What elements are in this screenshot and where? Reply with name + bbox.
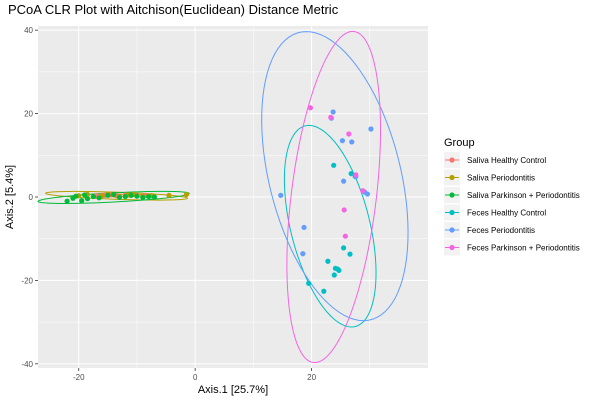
legend-item-feces-parkinson-periodontitis: Feces Parkinson + Periodontitis	[444, 239, 580, 256]
legend-label: Feces Healthy Control	[467, 209, 546, 218]
point-feces-periodontitis	[278, 192, 284, 198]
point-saliva-parkinson-periodontitis	[73, 193, 79, 199]
point-saliva-parkinson-periodontitis	[122, 193, 128, 200]
y-tick-label: -40	[21, 360, 33, 369]
legend-item-feces-periodontitis: Feces Periodontitis	[444, 222, 535, 238]
point-saliva-parkinson-periodontitis	[84, 196, 91, 202]
point-feces-parkinson-periodontitis	[360, 188, 366, 194]
x-axis-ticks: -20 0 20	[73, 368, 317, 382]
legend-key-point	[449, 174, 455, 181]
legend-key-point	[449, 192, 455, 198]
legend-label: Feces Periodontitis	[467, 226, 535, 235]
legend-label: Saliva Periodontitis	[467, 174, 535, 183]
point-feces-parkinson-periodontitis	[342, 233, 348, 239]
legend-key-point	[449, 157, 455, 163]
legend-key-point	[449, 244, 455, 251]
point-feces-periodontitis	[300, 251, 306, 257]
point-feces-periodontitis	[340, 178, 347, 184]
y-tick-label: 40	[24, 26, 33, 35]
point-feces-healthy-control	[325, 258, 331, 264]
point-feces-healthy-control	[336, 267, 342, 274]
legend-item-saliva-periodontitis: Saliva Periodontitis	[444, 169, 535, 186]
point-feces-periodontitis	[301, 224, 307, 231]
ellipse-feces-parkinson-periodontitis	[286, 30, 382, 364]
point-feces-periodontitis	[364, 191, 371, 197]
y-tick-label: -20	[21, 276, 33, 285]
point-saliva-parkinson-periodontitis	[145, 193, 152, 200]
y-axis-title: Axis.2 [5.4%]	[4, 165, 16, 229]
point-saliva-parkinson-periodontitis	[96, 195, 102, 201]
point-saliva-parkinson-periodontitis	[151, 194, 158, 200]
x-tick-label: -20	[73, 373, 85, 382]
y-tick-label: 20	[24, 110, 33, 119]
point-feces-healthy-control	[348, 171, 354, 177]
point-feces-healthy-control	[306, 280, 312, 286]
legend-item-feces-healthy-control: Feces Healthy Control	[444, 204, 546, 221]
legend-key-point	[449, 209, 455, 216]
point-feces-periodontitis	[339, 138, 346, 144]
point-feces-parkinson-periodontitis	[328, 114, 334, 120]
ellipse-feces-periodontitis	[261, 31, 409, 322]
x-tick-label: 0	[193, 373, 198, 382]
point-saliva-parkinson-periodontitis	[140, 194, 146, 201]
point-saliva-periodontitis	[166, 192, 172, 198]
ellipse-saliva-parkinson-periodontitis	[37, 190, 190, 204]
legend-label: Feces Parkinson + Periodontitis	[467, 244, 580, 253]
data-points	[64, 105, 374, 294]
point-feces-healthy-control	[331, 272, 337, 278]
chart-title: PCoA CLR Plot with Aitchison(Euclidean) …	[8, 2, 339, 17]
legend-item-saliva-healthy-control: Saliva Healthy Control	[444, 152, 546, 168]
legend-title: Group	[444, 137, 475, 149]
x-axis-title: Axis.1 [25.7%]	[198, 384, 268, 396]
point-feces-healthy-control	[321, 288, 327, 294]
point-feces-periodontitis	[368, 126, 374, 132]
y-axis-ticks: -40 -20 0 20 40	[21, 26, 38, 369]
legend-item-saliva-parkinson-periodontitis: Saliva Parkinson + Periodontitis	[444, 187, 580, 203]
point-saliva-parkinson-periodontitis	[111, 191, 117, 198]
point-feces-periodontitis	[349, 139, 355, 145]
point-feces-healthy-control	[347, 251, 353, 257]
point-saliva-parkinson-periodontitis	[116, 194, 123, 201]
point-saliva-parkinson-periodontitis	[128, 192, 134, 198]
point-saliva-parkinson-periodontitis	[134, 193, 140, 199]
x-tick-label: 20	[307, 373, 316, 382]
point-feces-parkinson-periodontitis	[353, 172, 359, 178]
grid-major	[38, 26, 428, 368]
point-saliva-parkinson-periodontitis	[64, 198, 70, 204]
legend-key-point	[449, 227, 455, 233]
legend-label: Saliva Parkinson + Periodontitis	[467, 191, 580, 200]
point-saliva-parkinson-periodontitis	[90, 193, 96, 200]
point-saliva-parkinson-periodontitis	[105, 192, 111, 198]
point-feces-periodontitis	[330, 109, 336, 115]
legend-label: Saliva Healthy Control	[467, 156, 546, 165]
point-feces-parkinson-periodontitis	[346, 131, 352, 137]
point-saliva-parkinson-periodontitis	[81, 192, 88, 198]
ellipse-feces-healthy-control	[283, 124, 377, 328]
legend: Group Saliva Healthy Control Saliva Perio…	[444, 137, 580, 256]
point-feces-parkinson-periodontitis	[307, 105, 314, 111]
y-tick-label: 0	[29, 193, 34, 202]
point-saliva-parkinson-periodontitis	[79, 198, 85, 204]
point-saliva-periodontitis	[183, 191, 190, 198]
point-feces-healthy-control	[340, 245, 347, 251]
point-feces-parkinson-periodontitis	[341, 207, 347, 213]
point-feces-healthy-control	[331, 162, 337, 168]
